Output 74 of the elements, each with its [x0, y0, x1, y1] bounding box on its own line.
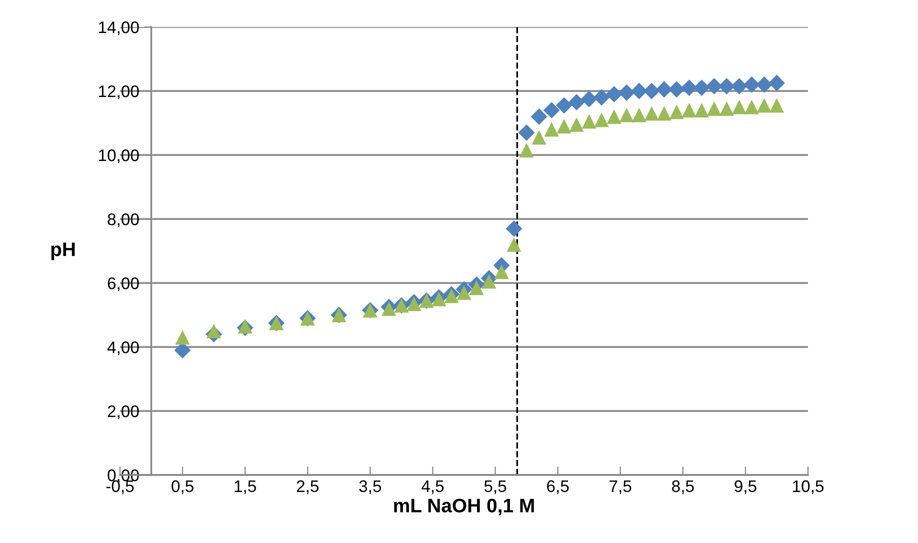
point: [769, 98, 784, 113]
point: [556, 97, 572, 114]
point: [756, 76, 772, 93]
y-tick-label: 12,00: [99, 85, 139, 100]
point: [630, 82, 648, 100]
point: [694, 102, 709, 118]
point: [482, 274, 496, 289]
point: [656, 81, 672, 98]
point: [456, 285, 472, 300]
y-tick-label: 14,00: [99, 21, 139, 36]
point: [568, 94, 585, 110]
point: [656, 106, 672, 121]
point: [506, 220, 522, 237]
x-tick-label: 9,5: [734, 480, 756, 494]
point: [768, 74, 785, 92]
point: [643, 82, 660, 100]
point: [730, 78, 748, 94]
y-tick-label: 2,00: [108, 405, 139, 420]
point: [593, 89, 610, 106]
point: [580, 90, 598, 108]
point: [469, 280, 484, 296]
x-tick-label: 4,5: [422, 480, 444, 494]
x-axis-title: mL NaOH 0,1 M: [394, 498, 534, 516]
point: [544, 122, 559, 137]
point: [606, 109, 622, 124]
point: [718, 78, 735, 94]
point: [175, 330, 190, 345]
x-tick-label: 7,5: [610, 480, 632, 494]
y-tick-label: 10,00: [99, 149, 139, 164]
point: [582, 114, 596, 129]
point: [530, 108, 548, 125]
point: [619, 108, 634, 122]
x-tick-label: 5,5: [484, 480, 506, 494]
point: [519, 142, 534, 158]
point: [506, 237, 522, 252]
y-tick-label: 8,00: [108, 213, 139, 228]
point: [744, 100, 759, 114]
x-tick-label: 8,5: [672, 480, 694, 494]
y-axis-title: pH: [51, 242, 75, 260]
point: [518, 124, 535, 141]
x-tick-label: 0,5: [172, 480, 194, 494]
x-tick-label: 1,5: [234, 480, 256, 494]
point: [569, 117, 584, 132]
point: [682, 102, 696, 118]
y-tick-label: 6,00: [108, 277, 139, 292]
point: [644, 106, 659, 121]
x-tick-label: -0,5: [106, 480, 134, 494]
x-tick-label: 3,5: [359, 480, 382, 494]
point: [743, 76, 760, 93]
point: [706, 101, 722, 116]
point: [556, 118, 572, 134]
y-tick-label: 4,00: [107, 341, 139, 356]
point: [618, 84, 635, 101]
point: [532, 130, 546, 145]
point: [444, 288, 459, 304]
point: [494, 264, 509, 280]
x-tick-label: 10,5: [793, 480, 824, 494]
point: [206, 324, 222, 338]
point: [732, 100, 746, 114]
point: [238, 318, 252, 334]
point: [756, 98, 772, 113]
point: [693, 80, 710, 96]
point: [669, 104, 684, 120]
point: [606, 86, 622, 102]
point: [668, 81, 685, 98]
point: [719, 101, 734, 116]
point: [543, 102, 560, 118]
x-tick-label: 6,5: [547, 480, 569, 494]
point: [594, 112, 609, 128]
point: [680, 80, 698, 96]
point: [406, 296, 422, 312]
x-tick-label: 2,5: [296, 480, 319, 494]
point: [632, 108, 646, 122]
point: [706, 78, 722, 94]
